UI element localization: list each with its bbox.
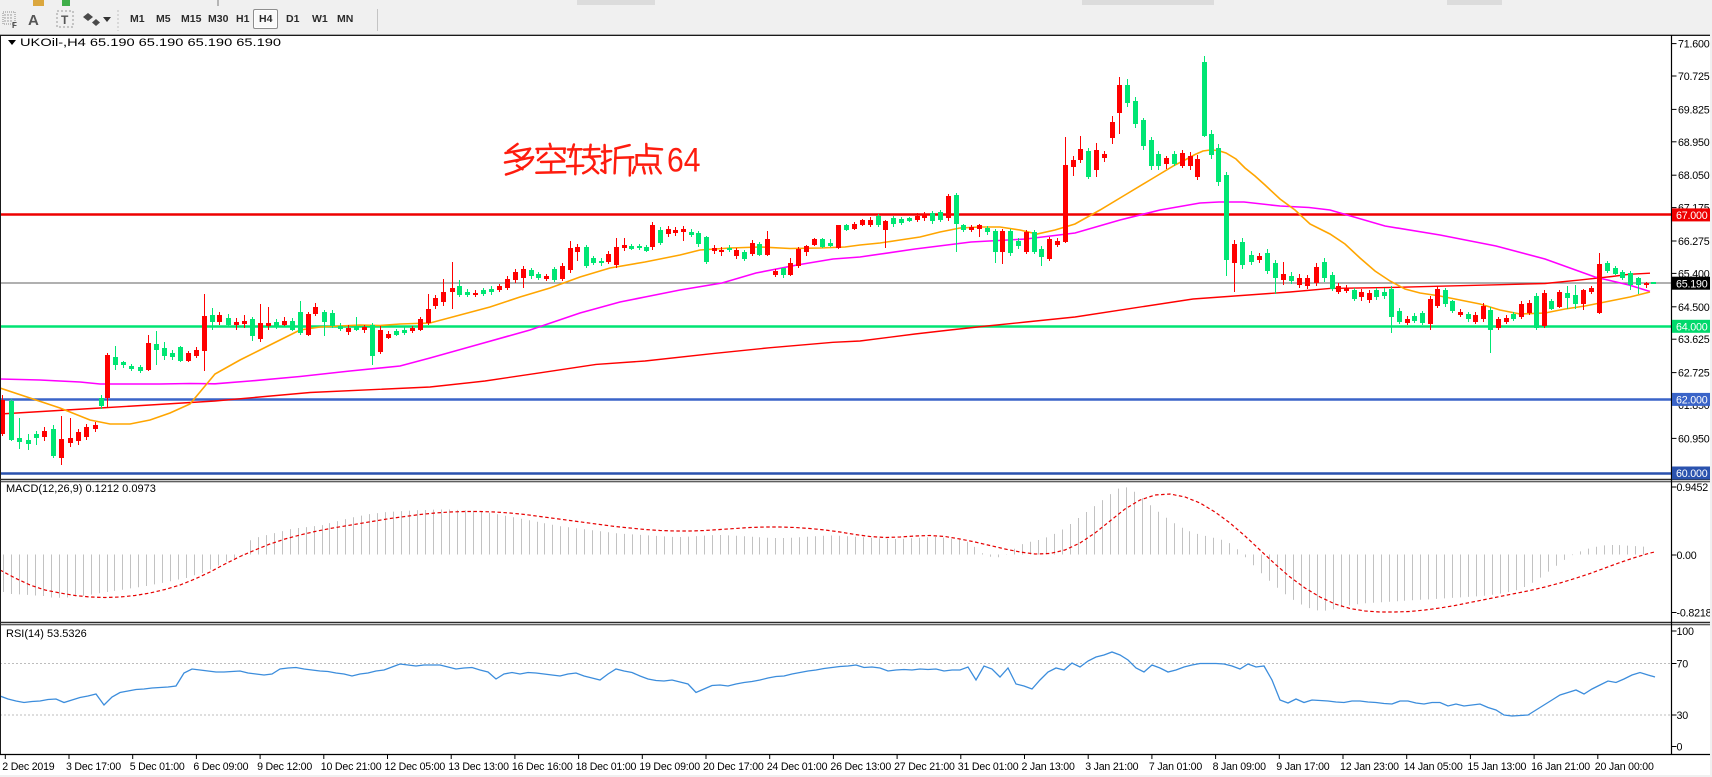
- svg-text:0: 0: [1677, 742, 1683, 754]
- svg-text:12 Dec 05:00: 12 Dec 05:00: [385, 761, 446, 773]
- svg-text:3 Jan 21:00: 3 Jan 21:00: [1085, 761, 1138, 773]
- svg-text:13 Dec 13:00: 13 Dec 13:00: [448, 761, 509, 773]
- svg-text:6 Dec 09:00: 6 Dec 09:00: [193, 761, 248, 773]
- svg-text:70: 70: [1677, 659, 1689, 671]
- svg-text:15 Jan 13:00: 15 Jan 13:00: [1467, 761, 1526, 773]
- svg-text:2 Dec 2019: 2 Dec 2019: [2, 761, 54, 773]
- svg-text:64.000: 64.000: [1676, 321, 1708, 333]
- svg-text:8 Jan 09:00: 8 Jan 09:00: [1213, 761, 1266, 773]
- svg-text:68.950: 68.950: [1678, 137, 1710, 149]
- svg-text:16 Dec 16:00: 16 Dec 16:00: [512, 761, 573, 773]
- svg-text:66.275: 66.275: [1678, 236, 1710, 248]
- svg-text:18 Dec 01:00: 18 Dec 01:00: [576, 761, 637, 773]
- svg-text:64.500: 64.500: [1678, 302, 1710, 314]
- svg-text:69.825: 69.825: [1678, 104, 1710, 116]
- svg-text:31 Dec 01:00: 31 Dec 01:00: [958, 761, 1019, 773]
- svg-text:20 Jan 00:00: 20 Jan 00:00: [1595, 761, 1654, 773]
- svg-text:62.725: 62.725: [1678, 368, 1710, 380]
- svg-text:63.625: 63.625: [1678, 334, 1710, 346]
- svg-text:-0.8218: -0.8218: [1677, 608, 1712, 620]
- svg-text:27 Dec 21:00: 27 Dec 21:00: [894, 761, 955, 773]
- svg-text:20 Dec 17:00: 20 Dec 17:00: [703, 761, 764, 773]
- svg-text:70.725: 70.725: [1678, 71, 1710, 83]
- svg-text:2 Jan 13:00: 2 Jan 13:00: [1022, 761, 1075, 773]
- svg-text:100: 100: [1677, 626, 1694, 638]
- svg-text:71.600: 71.600: [1678, 39, 1710, 51]
- svg-text:16 Jan 21:00: 16 Jan 21:00: [1531, 761, 1590, 773]
- svg-text:14 Jan 05:00: 14 Jan 05:00: [1404, 761, 1463, 773]
- svg-text:T: T: [61, 13, 69, 27]
- svg-text:MACD(12,26,9) 0.1212 0.0973: MACD(12,26,9) 0.1212 0.0973: [6, 483, 156, 495]
- svg-text:67.000: 67.000: [1676, 210, 1708, 222]
- svg-text:9 Dec 12:00: 9 Dec 12:00: [257, 761, 312, 773]
- svg-text:A: A: [28, 12, 39, 29]
- svg-text:64: 64: [667, 141, 701, 179]
- svg-text:UKOil-,H4 65.190 65.190 65.19: UKOil-,H4 65.190 65.190 65.190 65.190: [20, 37, 281, 49]
- svg-text:3 Dec 17:00: 3 Dec 17:00: [66, 761, 121, 773]
- svg-text:10 Dec 21:00: 10 Dec 21:00: [321, 761, 382, 773]
- svg-text:68.050: 68.050: [1678, 170, 1710, 182]
- svg-text:5 Dec 01:00: 5 Dec 01:00: [130, 761, 185, 773]
- svg-text:9 Jan 17:00: 9 Jan 17:00: [1276, 761, 1329, 773]
- svg-text:0.9452: 0.9452: [1677, 482, 1709, 494]
- svg-text:24 Dec 01:00: 24 Dec 01:00: [767, 761, 828, 773]
- svg-text:7 Jan 01:00: 7 Jan 01:00: [1149, 761, 1202, 773]
- svg-text:12 Jan 23:00: 12 Jan 23:00: [1340, 761, 1399, 773]
- svg-text:65.190: 65.190: [1676, 278, 1708, 290]
- svg-text:62.000: 62.000: [1676, 395, 1708, 407]
- svg-text:19 Dec 09:00: 19 Dec 09:00: [639, 761, 700, 773]
- svg-text:0.00: 0.00: [1677, 550, 1697, 562]
- svg-text:RSI(14) 53.5326: RSI(14) 53.5326: [6, 628, 87, 640]
- svg-text:26 Dec 13:00: 26 Dec 13:00: [830, 761, 891, 773]
- svg-text:60.950: 60.950: [1678, 433, 1710, 445]
- svg-text:30: 30: [1677, 710, 1689, 722]
- svg-text:60.000: 60.000: [1676, 468, 1708, 480]
- svg-text:F: F: [12, 21, 17, 30]
